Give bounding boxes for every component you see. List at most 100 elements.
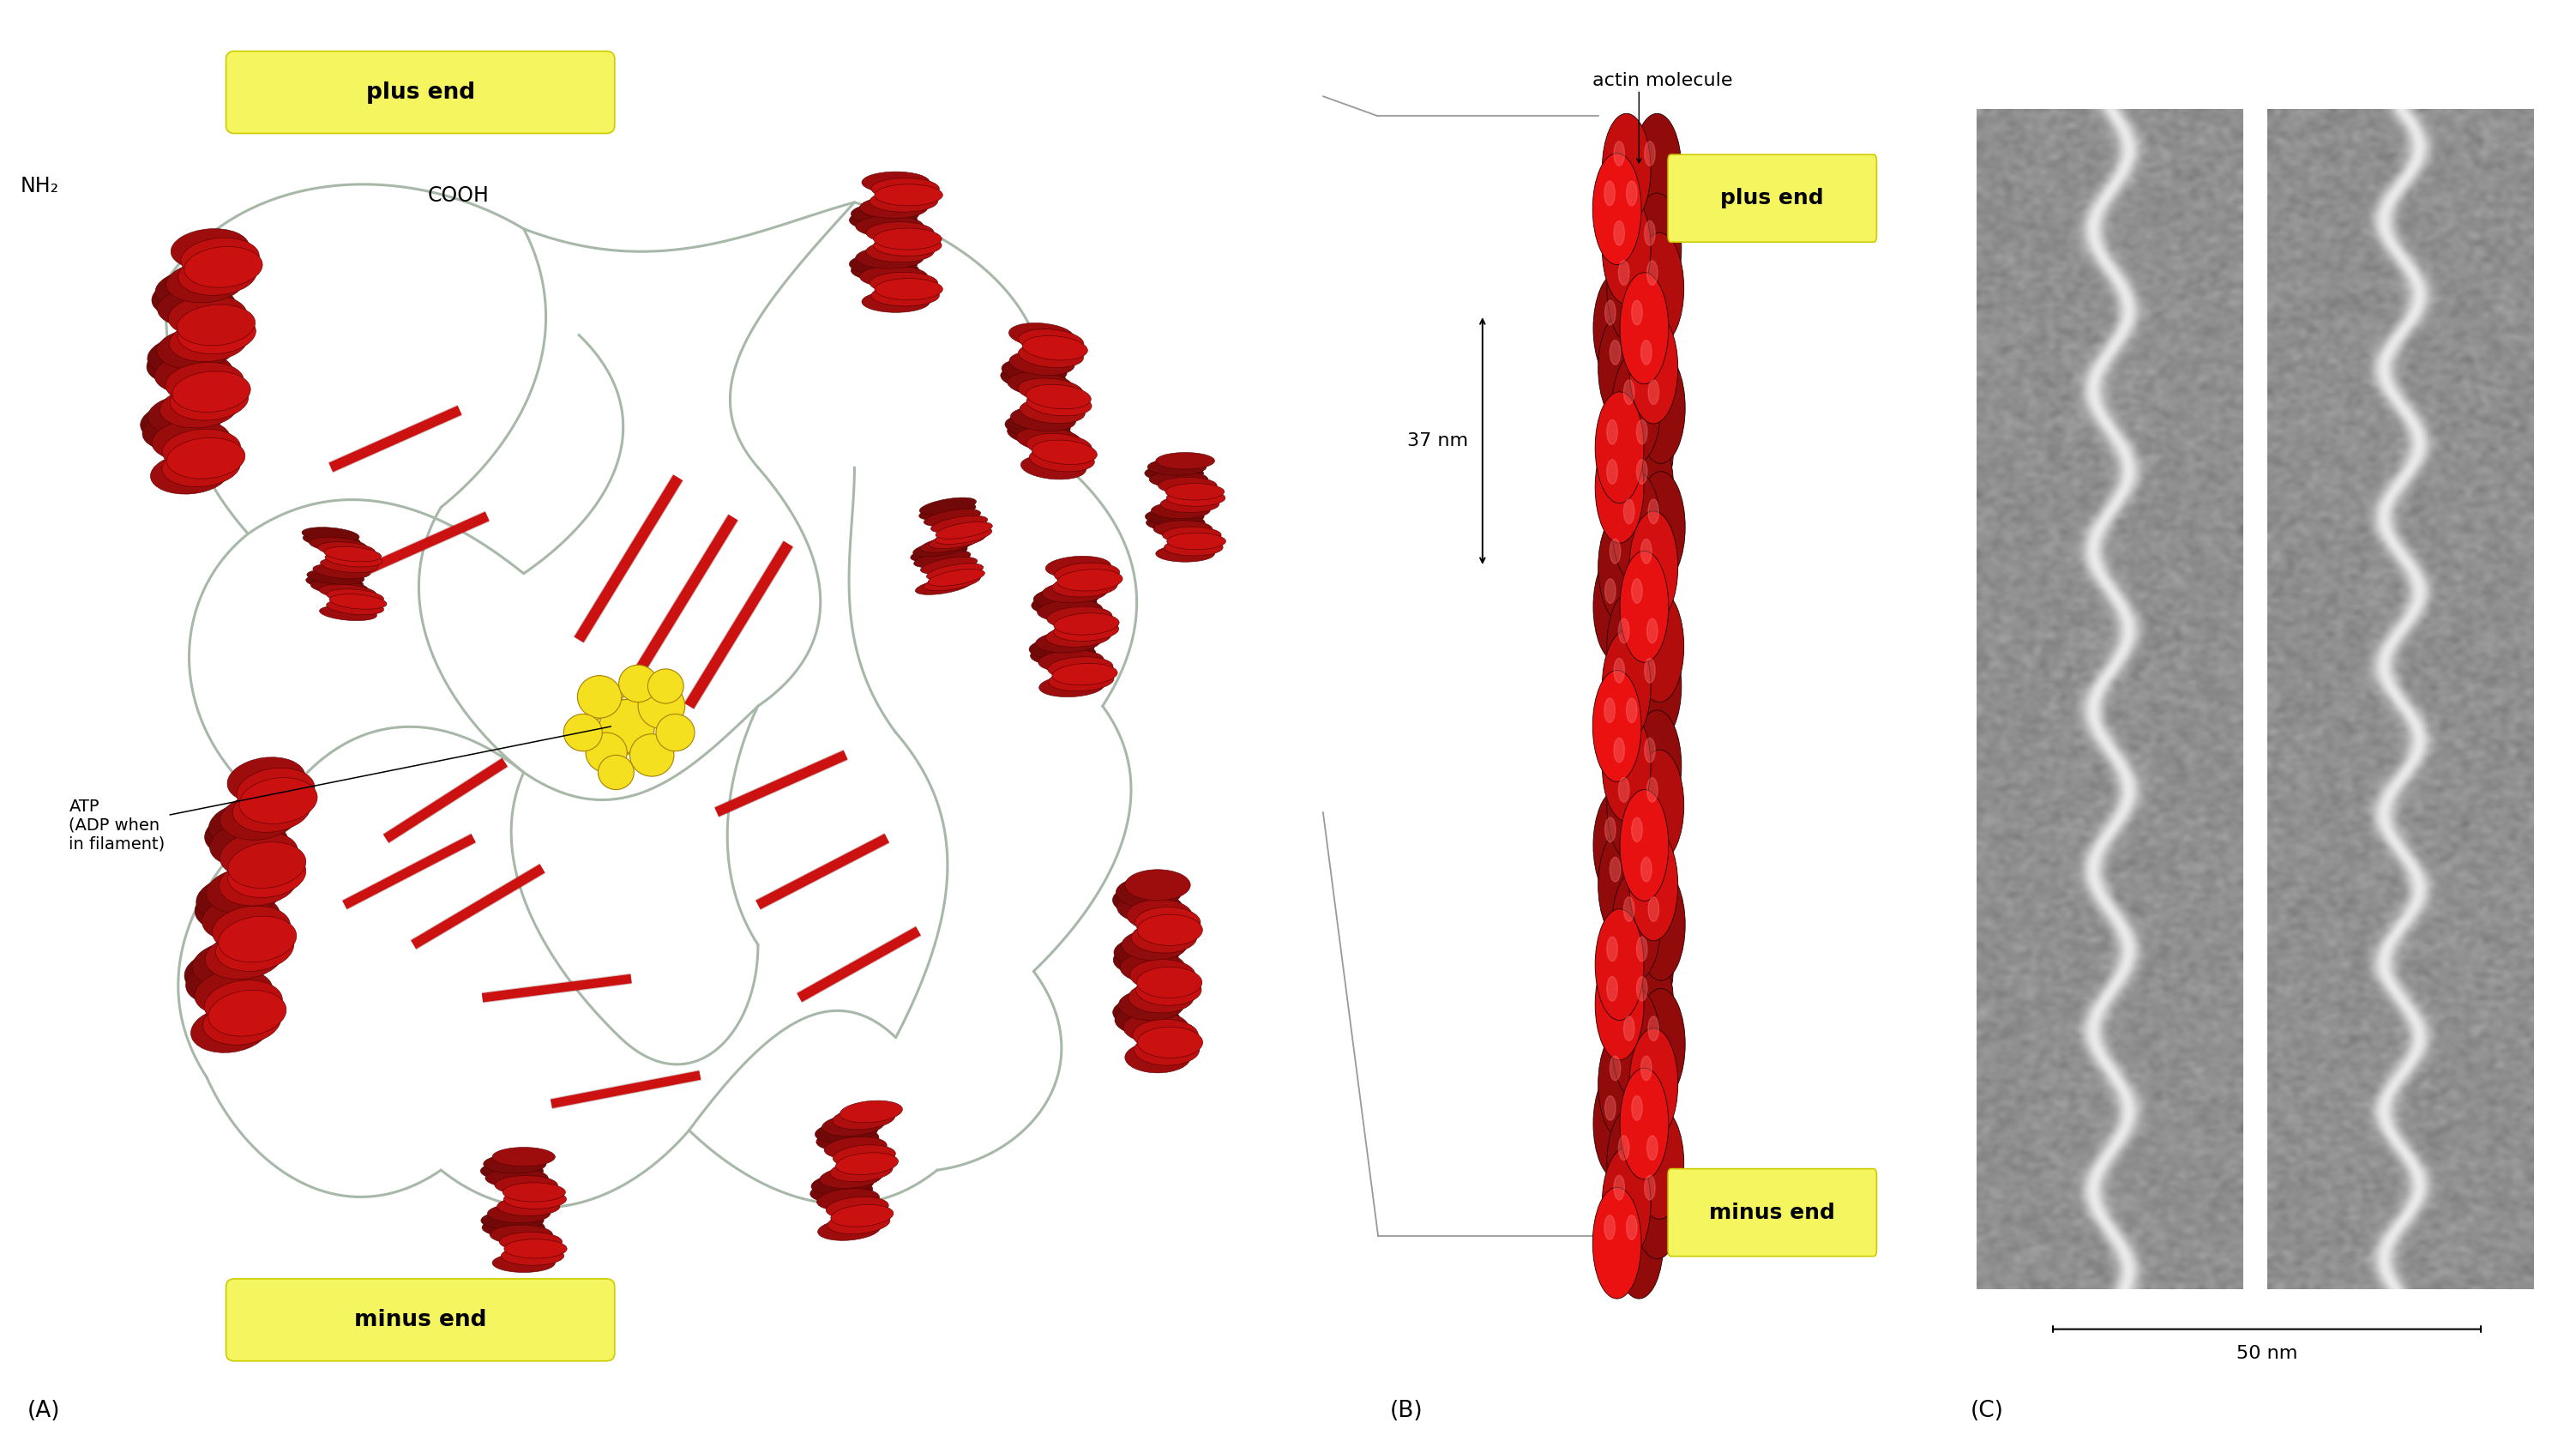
Ellipse shape (1113, 885, 1177, 915)
Ellipse shape (227, 852, 307, 898)
Ellipse shape (327, 599, 384, 615)
Ellipse shape (1115, 1004, 1180, 1036)
Circle shape (577, 676, 621, 718)
Ellipse shape (180, 238, 260, 280)
Ellipse shape (871, 179, 940, 199)
Ellipse shape (160, 388, 237, 428)
Ellipse shape (1054, 612, 1118, 635)
Ellipse shape (1136, 906, 1200, 938)
Circle shape (1633, 193, 1682, 304)
Circle shape (1595, 392, 1643, 503)
Circle shape (657, 715, 696, 751)
Circle shape (1597, 1029, 1646, 1140)
Circle shape (1607, 749, 1656, 862)
Ellipse shape (142, 411, 222, 451)
Ellipse shape (909, 545, 969, 562)
Ellipse shape (1033, 440, 1097, 464)
Ellipse shape (1151, 501, 1211, 519)
Ellipse shape (1051, 663, 1118, 684)
Text: 50 nm: 50 nm (2236, 1344, 2298, 1362)
Circle shape (1649, 896, 1659, 921)
Circle shape (1636, 460, 1646, 484)
Circle shape (1636, 869, 1685, 980)
Ellipse shape (232, 787, 312, 833)
Circle shape (1636, 937, 1646, 961)
Circle shape (1646, 1136, 1656, 1160)
Circle shape (1631, 817, 1643, 842)
Circle shape (1636, 989, 1685, 1099)
Ellipse shape (1048, 670, 1113, 692)
Ellipse shape (173, 372, 250, 412)
Ellipse shape (871, 272, 938, 294)
Ellipse shape (482, 1210, 544, 1231)
Circle shape (1628, 313, 1677, 424)
Ellipse shape (1118, 892, 1182, 924)
Circle shape (1625, 392, 1674, 503)
Ellipse shape (209, 801, 286, 847)
Ellipse shape (930, 532, 987, 549)
Circle shape (1636, 591, 1685, 702)
Ellipse shape (1018, 343, 1084, 367)
Circle shape (629, 733, 675, 777)
Circle shape (585, 732, 626, 772)
Ellipse shape (1002, 359, 1066, 383)
Circle shape (1610, 340, 1620, 365)
Circle shape (1602, 1147, 1651, 1259)
Ellipse shape (240, 778, 317, 824)
Circle shape (1605, 1215, 1615, 1239)
Ellipse shape (312, 579, 368, 595)
Ellipse shape (850, 209, 917, 231)
Circle shape (1623, 1016, 1633, 1040)
Ellipse shape (304, 533, 361, 548)
FancyBboxPatch shape (227, 1278, 616, 1360)
Ellipse shape (317, 542, 376, 556)
Ellipse shape (1126, 1042, 1190, 1074)
Ellipse shape (855, 246, 925, 268)
Ellipse shape (1162, 527, 1221, 543)
Ellipse shape (920, 536, 976, 552)
Ellipse shape (1113, 937, 1180, 968)
Circle shape (1643, 141, 1656, 166)
Circle shape (1613, 1176, 1625, 1200)
Ellipse shape (1010, 406, 1077, 431)
Circle shape (1625, 182, 1636, 206)
Ellipse shape (1030, 643, 1095, 666)
Ellipse shape (1146, 458, 1206, 476)
Ellipse shape (155, 353, 232, 393)
Ellipse shape (999, 366, 1066, 391)
Text: minus end: minus end (353, 1308, 487, 1331)
Ellipse shape (1036, 631, 1100, 653)
Ellipse shape (1146, 514, 1206, 532)
Ellipse shape (925, 574, 981, 591)
Ellipse shape (873, 228, 943, 249)
Ellipse shape (152, 277, 229, 318)
Circle shape (1595, 948, 1643, 1061)
Ellipse shape (1136, 1027, 1203, 1058)
Ellipse shape (502, 1190, 567, 1209)
Circle shape (1610, 1056, 1620, 1081)
Ellipse shape (1007, 372, 1072, 396)
Ellipse shape (1118, 990, 1185, 1020)
Ellipse shape (319, 605, 376, 621)
Circle shape (1620, 550, 1669, 663)
Ellipse shape (920, 503, 976, 520)
Ellipse shape (178, 255, 258, 295)
Text: (A): (A) (28, 1399, 62, 1422)
Ellipse shape (1051, 575, 1118, 597)
Circle shape (1641, 1056, 1651, 1081)
Circle shape (1625, 1215, 1636, 1239)
Ellipse shape (860, 197, 927, 218)
Circle shape (1633, 1147, 1682, 1259)
Ellipse shape (850, 203, 920, 225)
Ellipse shape (1149, 471, 1208, 487)
Ellipse shape (1159, 496, 1218, 513)
Circle shape (1595, 432, 1643, 543)
Ellipse shape (219, 794, 299, 840)
Ellipse shape (219, 831, 299, 878)
Ellipse shape (1167, 533, 1226, 549)
Circle shape (1613, 220, 1625, 245)
Ellipse shape (863, 171, 930, 193)
Ellipse shape (824, 1137, 886, 1159)
Circle shape (1636, 749, 1685, 862)
Circle shape (1620, 790, 1669, 901)
